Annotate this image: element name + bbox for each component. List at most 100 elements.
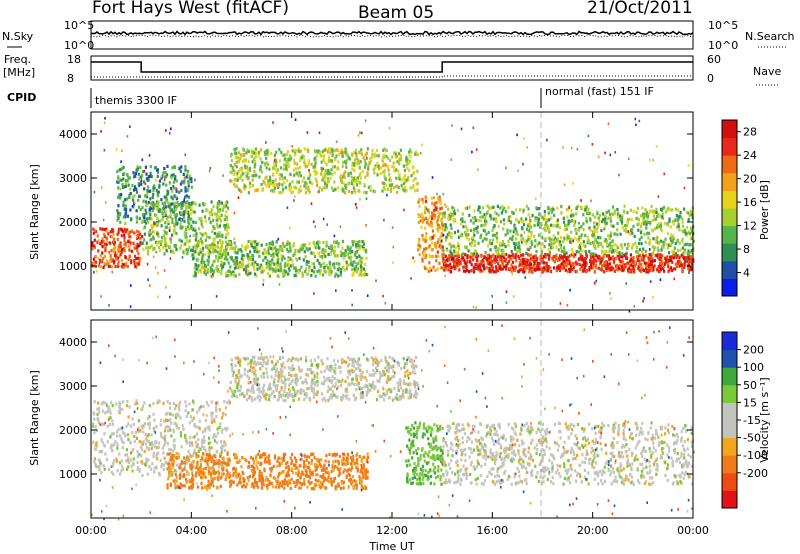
velocity-cell — [130, 464, 133, 468]
power-cell — [188, 221, 191, 225]
power-cell — [571, 214, 574, 218]
power-cell — [288, 157, 291, 162]
power-cell — [562, 246, 566, 250]
power-cell — [643, 297, 645, 300]
power-cell — [187, 225, 190, 229]
power-cell — [190, 180, 193, 184]
power-cell — [125, 207, 128, 212]
power-cell — [223, 262, 226, 266]
power-cell — [120, 160, 122, 163]
power-cell — [253, 170, 256, 174]
power-cell — [668, 251, 671, 255]
power-cell — [124, 184, 127, 188]
power-cell — [510, 257, 513, 261]
power-cell — [402, 164, 405, 168]
power-cell — [430, 216, 433, 220]
power-cell — [438, 261, 441, 265]
power-cell — [273, 268, 276, 272]
power-cell — [118, 255, 121, 259]
power-cell — [645, 214, 648, 218]
power-cell — [145, 217, 148, 221]
power-cell — [457, 243, 460, 248]
power-cell — [126, 228, 129, 232]
power-cell — [197, 258, 200, 262]
power-cell — [483, 237, 486, 241]
power-cell — [247, 191, 250, 195]
velocity-cell — [169, 428, 172, 432]
power-cell — [163, 269, 166, 272]
power-cell — [355, 206, 358, 209]
power-cell — [659, 224, 662, 228]
power-cell — [149, 197, 152, 201]
power-cell — [528, 236, 532, 240]
power-cell — [383, 147, 386, 151]
power-cell — [592, 230, 595, 234]
power-cell — [148, 233, 151, 237]
power-cell — [225, 215, 228, 219]
power-cell — [597, 266, 600, 270]
power-cell — [171, 197, 174, 201]
power-cell — [334, 254, 337, 258]
power-cell — [604, 261, 607, 265]
power-cell — [470, 252, 473, 256]
noise-search-line — [90, 34, 694, 38]
power-cell — [150, 204, 153, 208]
velocity-cell — [168, 401, 171, 405]
power-cell — [676, 218, 680, 222]
power-cell — [119, 196, 122, 200]
power-cell — [453, 252, 456, 256]
power-cell — [545, 218, 548, 222]
power-cell — [421, 257, 424, 261]
power-cell — [332, 263, 335, 267]
power-cell — [335, 262, 338, 266]
velocity-cell — [116, 430, 119, 434]
power-cell — [626, 246, 629, 251]
velocity-cell — [173, 446, 176, 450]
power-cell — [184, 153, 187, 157]
power-cell — [212, 273, 214, 276]
power-cell — [683, 261, 686, 265]
power-cell — [116, 232, 119, 236]
power-cell — [392, 245, 395, 249]
power-cell — [123, 249, 126, 253]
power-cell — [562, 265, 565, 269]
power-cell — [546, 138, 548, 142]
power-cell — [459, 218, 462, 222]
power-cell — [535, 206, 538, 210]
power-cell — [362, 267, 365, 271]
power-cell — [604, 217, 607, 221]
power-cell — [147, 246, 150, 250]
power-cell — [250, 154, 253, 158]
power-cell — [536, 261, 539, 266]
power-cell — [490, 217, 493, 221]
velocity-cell — [208, 448, 211, 452]
power-cell — [560, 205, 563, 209]
power-cell — [532, 255, 535, 259]
power-cell — [265, 156, 268, 161]
velocity-cell — [118, 401, 121, 405]
velocity-cell — [116, 469, 119, 473]
power-cell — [490, 255, 493, 259]
power-cell — [681, 269, 684, 273]
power-cell — [663, 262, 666, 266]
power-cell — [240, 249, 243, 254]
power-cell — [515, 242, 518, 246]
power-cell — [296, 249, 299, 253]
power-cell — [269, 265, 272, 269]
power-cell — [318, 269, 321, 273]
power-cell — [526, 247, 529, 251]
power-cell — [568, 262, 571, 266]
velocity-cell — [150, 467, 153, 471]
power-cell — [549, 239, 552, 243]
power-cell — [324, 168, 327, 172]
power-cell — [621, 269, 624, 273]
power-cell — [265, 149, 269, 153]
power-cell — [246, 273, 249, 277]
velocity-cell — [140, 447, 143, 451]
power-cell — [372, 189, 375, 193]
power-cell — [168, 205, 171, 209]
power-cell — [562, 240, 565, 244]
velocity-cell — [218, 425, 221, 429]
power-cell — [358, 247, 361, 251]
power-cell — [516, 233, 519, 237]
